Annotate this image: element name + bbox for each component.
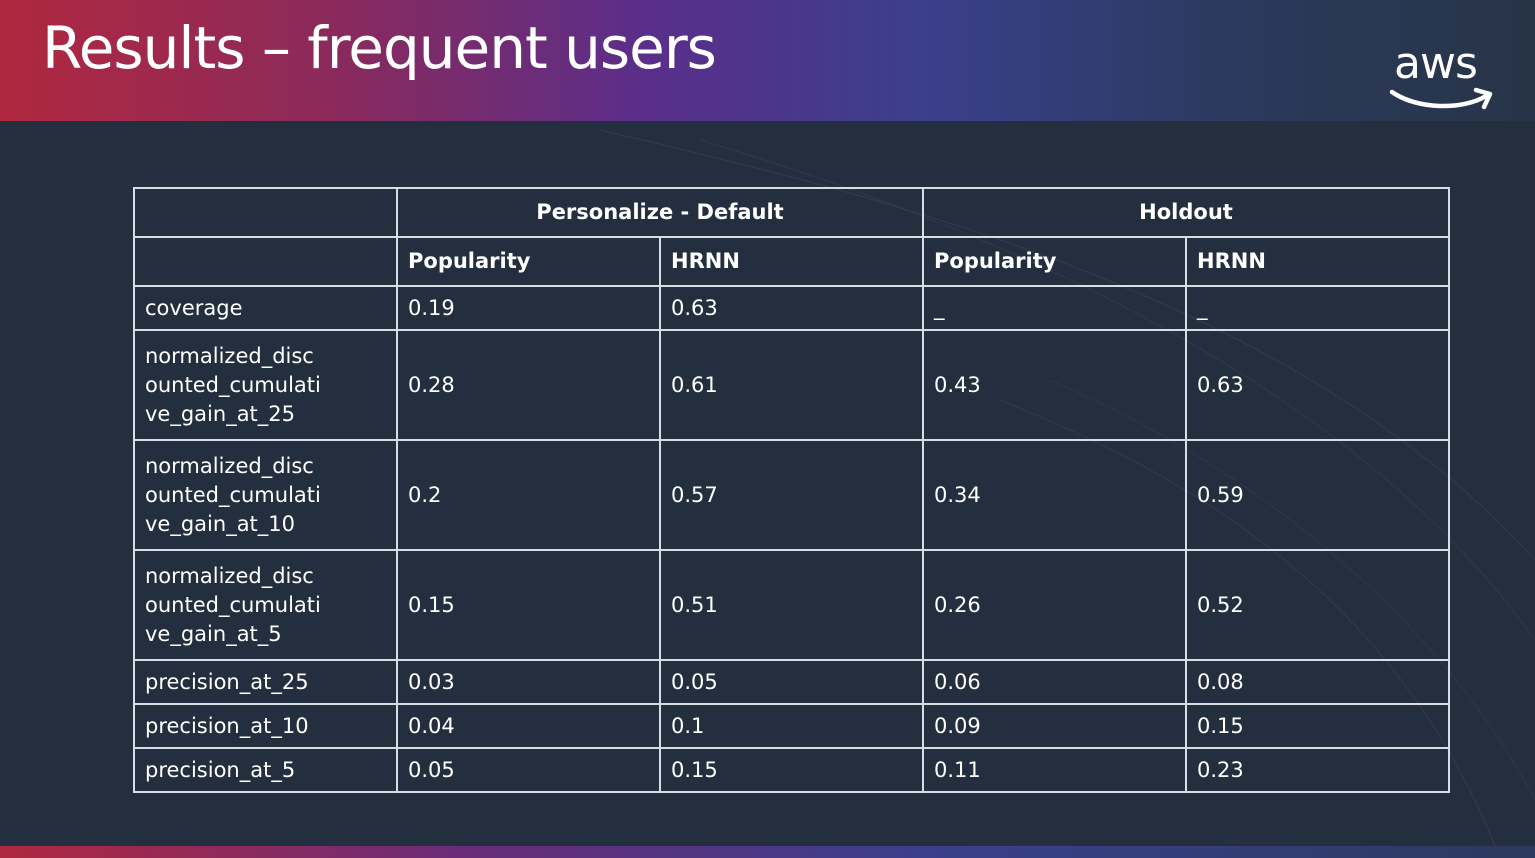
value-cell: 0.57 (659, 439, 924, 551)
subheader-popularity-holdout: Popularity (922, 236, 1187, 287)
value-cell: 0.19 (396, 285, 661, 331)
group-header-row: Personalize - Default Holdout (133, 187, 1450, 238)
subheader-hrnn-holdout: HRNN (1185, 236, 1450, 287)
metric-cell: precision_at_25 (133, 659, 398, 705)
aws-logo: aws (1388, 38, 1498, 118)
slide-header: Results – frequent users aws (0, 0, 1535, 121)
value-cell: 0.09 (922, 703, 1187, 749)
value-cell: 0.11 (922, 747, 1187, 793)
metric-cell: coverage (133, 285, 398, 331)
table-row: precision_at_25 0.03 0.05 0.06 0.08 (133, 659, 1450, 705)
aws-smile-icon (1389, 87, 1493, 110)
metric-cell: normalized_disc ounted_cumulati ve_gain_at… (133, 329, 398, 441)
results-table: Personalize - Default Holdout Popularity… (133, 187, 1450, 793)
value-cell: _ (922, 285, 1187, 331)
value-cell: 0.63 (659, 285, 924, 331)
empty-metric-header-cell (133, 236, 398, 287)
value-cell: 0.2 (396, 439, 661, 551)
table-row: precision_at_10 0.04 0.1 0.09 0.15 (133, 703, 1450, 749)
value-cell: 0.52 (1185, 549, 1450, 661)
subheader-row: Popularity HRNN Popularity HRNN (133, 236, 1450, 287)
value-cell: 0.43 (922, 329, 1187, 441)
subheader-popularity-default: Popularity (396, 236, 661, 287)
value-cell: 0.63 (1185, 329, 1450, 441)
value-cell: _ (1185, 285, 1450, 331)
table-row: precision_at_5 0.05 0.15 0.11 0.23 (133, 747, 1450, 793)
table-row: normalized_disc ounted_cumulati ve_gain_at… (133, 439, 1450, 551)
value-cell: 0.28 (396, 329, 661, 441)
table-row: normalized_disc ounted_cumulati ve_gain_at… (133, 549, 1450, 661)
group-header-personalize-default: Personalize - Default (396, 187, 924, 238)
metric-cell: normalized_disc ounted_cumulati ve_gain_at… (133, 549, 398, 661)
table-row: coverage 0.19 0.63 _ _ (133, 285, 1450, 331)
group-header-holdout: Holdout (922, 187, 1450, 238)
value-cell: 0.23 (1185, 747, 1450, 793)
value-cell: 0.06 (922, 659, 1187, 705)
bottom-accent-bar (0, 846, 1535, 858)
value-cell: 0.05 (396, 747, 661, 793)
value-cell: 0.05 (659, 659, 924, 705)
empty-corner-cell (133, 187, 398, 238)
slide-title: Results – frequent users (42, 14, 717, 82)
metric-cell: precision_at_10 (133, 703, 398, 749)
aws-logo-text: aws (1394, 38, 1478, 89)
value-cell: 0.04 (396, 703, 661, 749)
metric-cell: precision_at_5 (133, 747, 398, 793)
value-cell: 0.59 (1185, 439, 1450, 551)
value-cell: 0.1 (659, 703, 924, 749)
value-cell: 0.61 (659, 329, 924, 441)
value-cell: 0.03 (396, 659, 661, 705)
table-row: normalized_disc ounted_cumulati ve_gain_at… (133, 329, 1450, 441)
value-cell: 0.15 (1185, 703, 1450, 749)
metric-cell: normalized_disc ounted_cumulati ve_gain_at… (133, 439, 398, 551)
value-cell: 0.51 (659, 549, 924, 661)
value-cell: 0.08 (1185, 659, 1450, 705)
value-cell: 0.15 (659, 747, 924, 793)
value-cell: 0.34 (922, 439, 1187, 551)
value-cell: 0.26 (922, 549, 1187, 661)
subheader-hrnn-default: HRNN (659, 236, 924, 287)
value-cell: 0.15 (396, 549, 661, 661)
